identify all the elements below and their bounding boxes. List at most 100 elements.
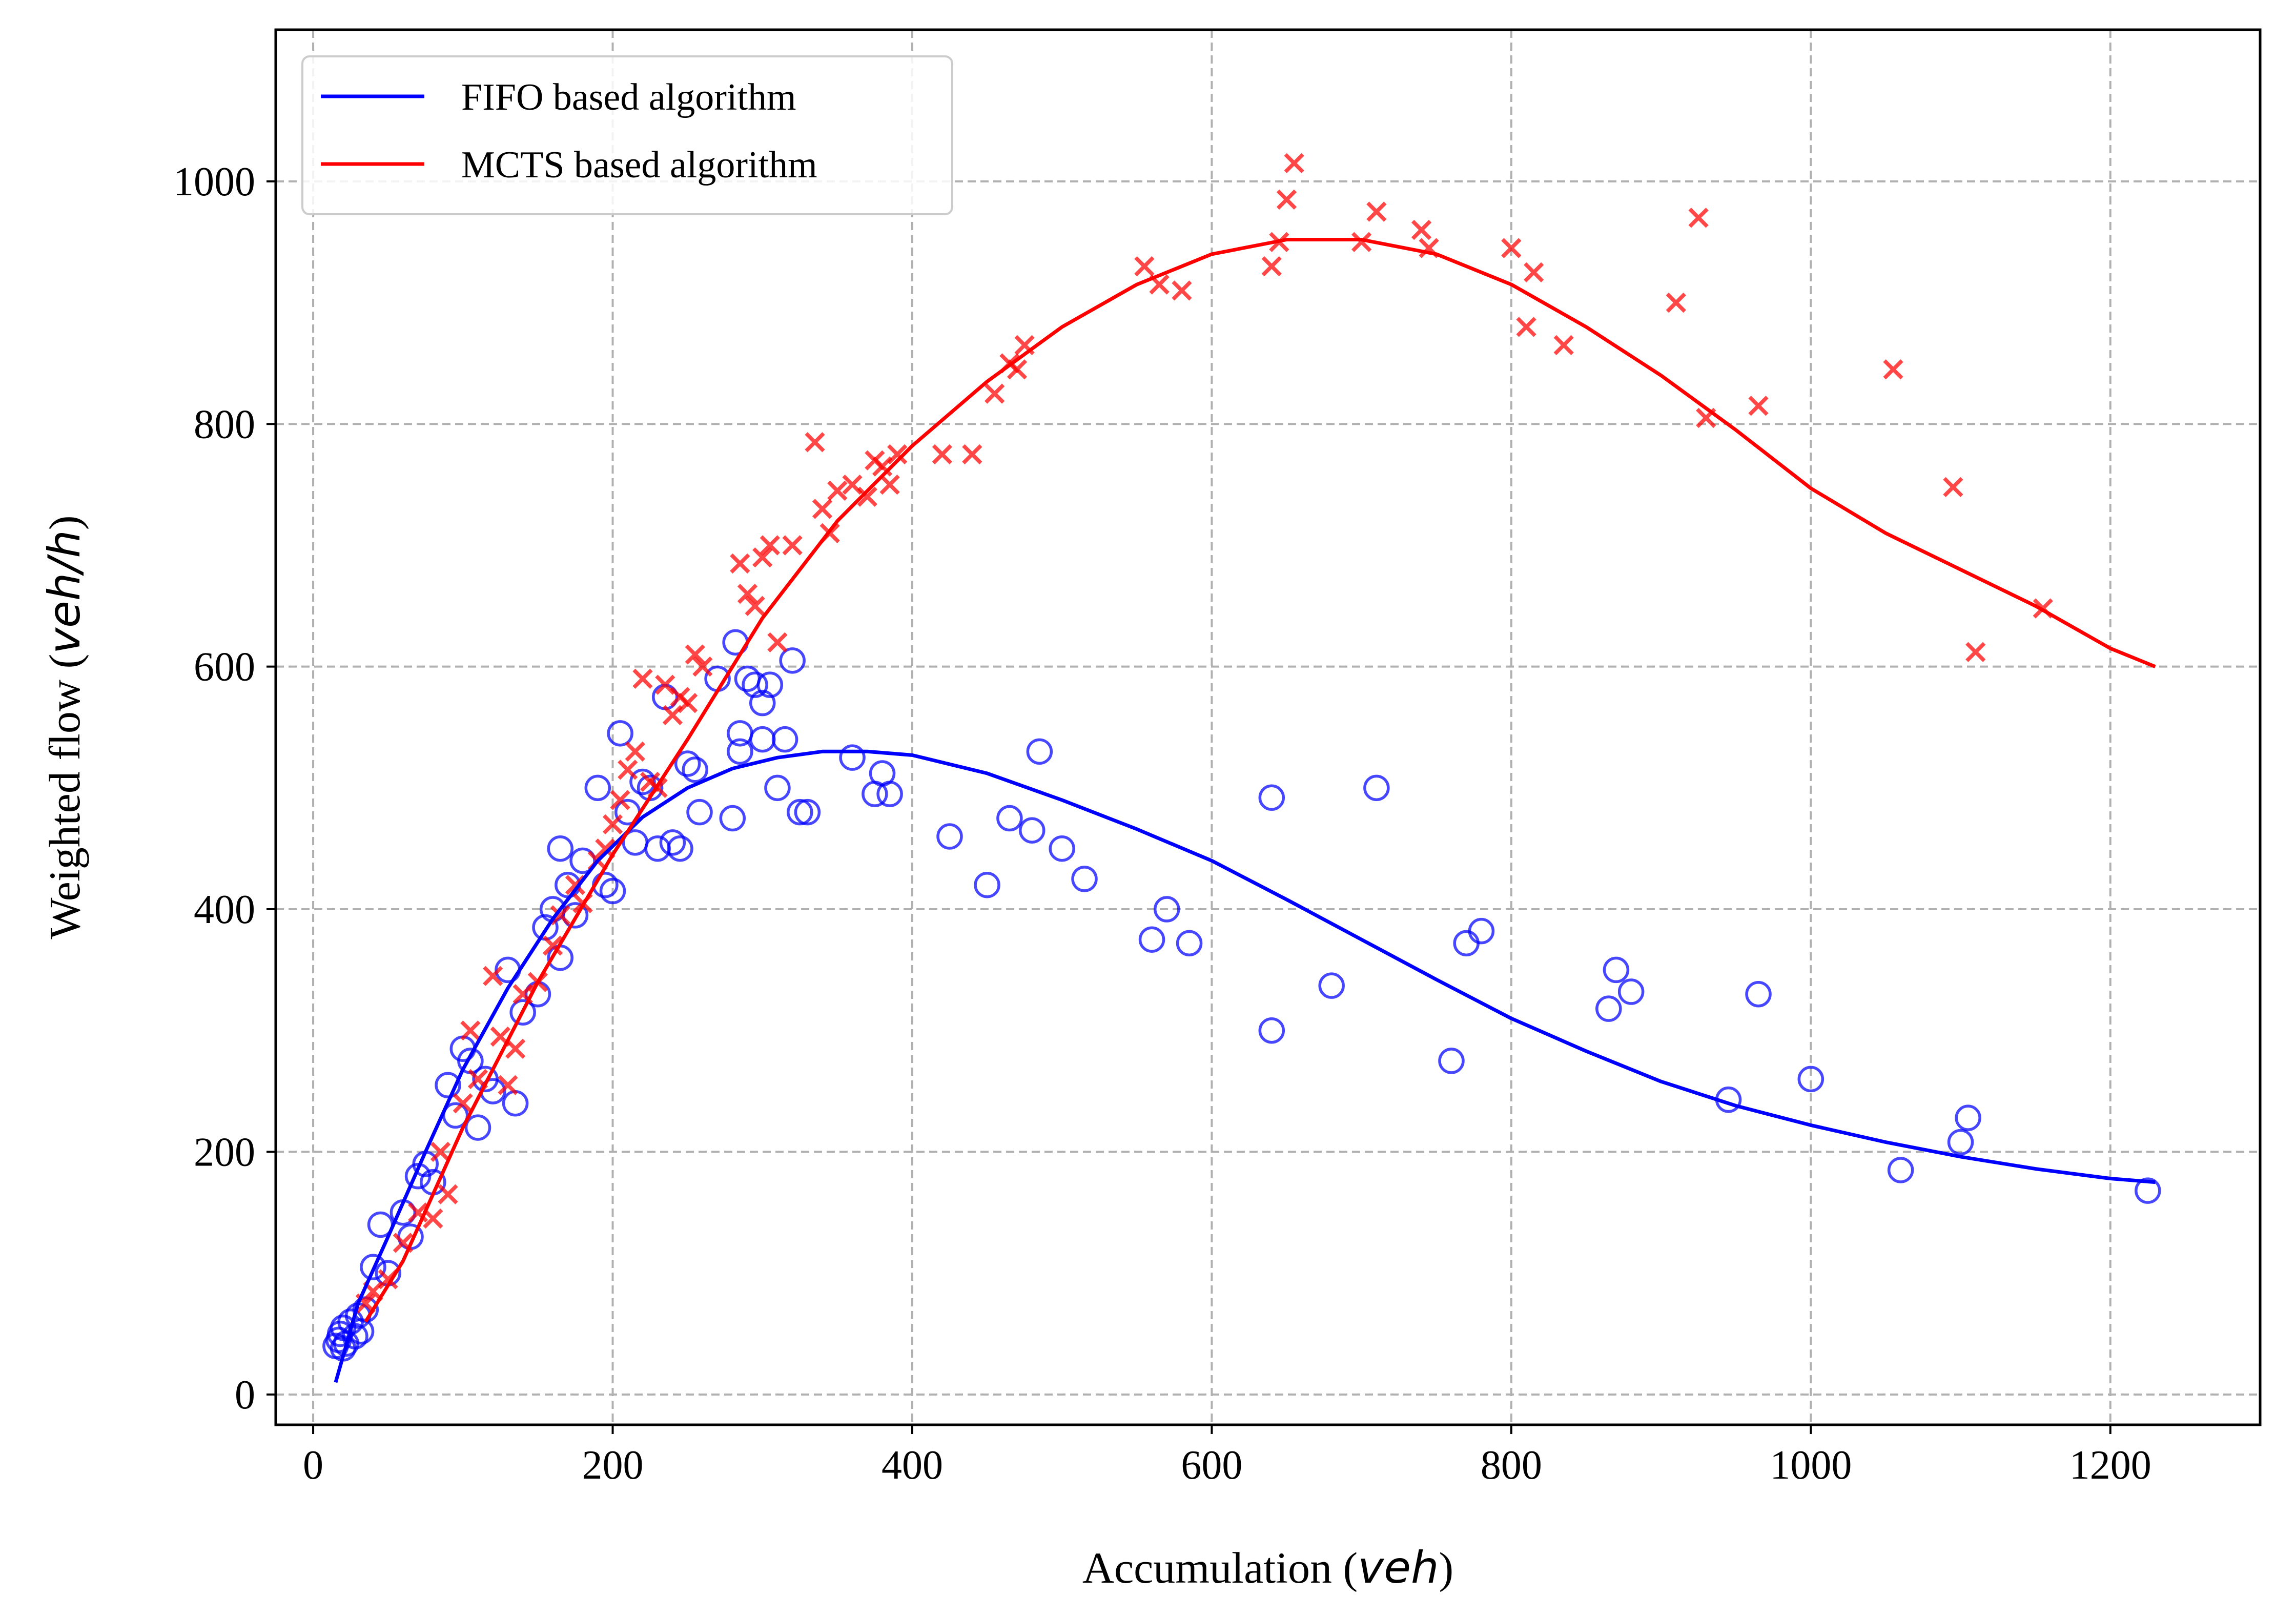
- mcts-point: [842, 474, 863, 495]
- mcts-point: [760, 535, 781, 556]
- fit-lines: [334, 238, 2156, 1383]
- fifo-point: [1947, 1129, 1974, 1156]
- mcts-point: [565, 875, 586, 895]
- mcts-point: [1688, 208, 1709, 228]
- y-tick-label: 0: [235, 1373, 255, 1418]
- fifo-point: [1049, 835, 1075, 862]
- mcts-point: [430, 1141, 451, 1162]
- plot-frame: [274, 28, 2262, 1426]
- mcts-point: [805, 432, 825, 453]
- fifo-point: [629, 768, 656, 795]
- y-tick-label: 400: [194, 887, 255, 932]
- mcts-point: [550, 905, 570, 926]
- fifo-point: [1603, 956, 1630, 984]
- fifo-point: [1071, 866, 1098, 892]
- fifo-point: [749, 689, 776, 717]
- x-tick-label: 1200: [2069, 1443, 2151, 1488]
- mcts-point: [737, 583, 758, 604]
- mcts-point: [962, 444, 982, 465]
- x-axis-label-text: Accumulation (: [1082, 1543, 1358, 1592]
- mcts-point: [677, 693, 698, 713]
- fifo-point: [787, 799, 813, 826]
- fifo-point: [1176, 930, 1203, 957]
- fifo-point: [1955, 1104, 1981, 1131]
- fifo-point: [794, 799, 821, 826]
- fifo-point: [1153, 896, 1180, 923]
- mcts-point: [618, 760, 638, 780]
- mcts-point: [662, 705, 683, 725]
- fifo-point: [839, 744, 866, 771]
- mcts-point: [1883, 359, 1903, 380]
- fifo-point: [1138, 926, 1165, 953]
- mcts-point: [1516, 317, 1536, 337]
- mcts-point: [1748, 396, 1769, 416]
- y-tick-label: 1000: [173, 159, 255, 204]
- mcts-point: [1351, 232, 1372, 252]
- fifo-point: [1026, 738, 1053, 765]
- mcts-scatter-points: [355, 153, 2053, 1314]
- mcts-point: [1284, 153, 1304, 174]
- fifo-point: [1363, 774, 1390, 802]
- x-tick-label: 800: [1481, 1443, 1542, 1488]
- fifo-point: [727, 738, 753, 765]
- fifo-point: [996, 805, 1023, 832]
- fifo-point: [742, 671, 768, 698]
- legend-fifo-label: FIFO based algorithm: [461, 76, 796, 118]
- mcts-point: [1261, 256, 1282, 277]
- mcts-point: [879, 474, 900, 495]
- mcts-fit-line: [364, 238, 2156, 1323]
- x-tick-label: 1000: [1770, 1443, 1852, 1488]
- fifo-point: [464, 1114, 491, 1141]
- y-axis-label: Weighted flow (veh/h): [39, 515, 90, 939]
- fifo-point: [435, 1072, 461, 1099]
- grid-lines: [276, 30, 2260, 1425]
- mcts-point: [1172, 280, 1192, 301]
- mcts-point: [752, 547, 773, 568]
- mcts-point: [453, 1093, 473, 1114]
- fifo-point: [1318, 972, 1345, 999]
- mcts-point: [782, 535, 803, 556]
- x-tick-label: 200: [582, 1443, 644, 1488]
- mcts-point: [1411, 219, 1432, 240]
- fifo-point: [659, 829, 686, 856]
- mcts-point: [483, 966, 503, 986]
- fifo-point: [876, 781, 903, 807]
- fifo-point: [2135, 1177, 2161, 1204]
- fifo-point: [779, 647, 806, 674]
- x-axis-label-unit: veh: [1358, 1542, 1439, 1593]
- mcts-point: [423, 1208, 443, 1229]
- x-tick-label: 600: [1181, 1443, 1242, 1488]
- mcts-point: [745, 596, 765, 616]
- fifo-point: [674, 750, 701, 777]
- fifo-fit-line: [334, 749, 2156, 1383]
- fifo-point: [936, 823, 963, 850]
- x-axis-label-close: ): [1439, 1543, 1454, 1592]
- fifo-point: [764, 774, 791, 802]
- mcts-point: [505, 1038, 526, 1059]
- fifo-point: [1887, 1157, 1914, 1183]
- fifo-point: [547, 835, 573, 862]
- fifo-point: [360, 1254, 386, 1281]
- fifo-point: [756, 671, 784, 698]
- fifo-point: [974, 871, 1000, 898]
- mcts-point: [1666, 292, 1686, 313]
- mcts-point: [602, 814, 623, 835]
- fifo-point: [1745, 980, 1772, 1008]
- mcts-point: [685, 644, 705, 665]
- fifo-point: [1468, 917, 1495, 945]
- mcts-point: [985, 383, 1005, 404]
- mcts-point: [542, 935, 563, 956]
- mcts-point: [1134, 256, 1155, 277]
- fifo-point: [569, 847, 596, 874]
- mcts-point: [887, 444, 908, 465]
- x-tick-label: 400: [881, 1443, 943, 1488]
- fifo-point: [1617, 978, 1645, 1005]
- mcts-point: [857, 486, 877, 507]
- y-axis-label-close: ): [40, 515, 89, 530]
- mcts-point: [655, 674, 675, 695]
- y-axis-label-unit: veh/h: [39, 530, 90, 654]
- y-axis-label-text: Weighted flow (: [40, 654, 89, 939]
- fifo-point: [771, 726, 798, 753]
- mcts-point: [1524, 262, 1544, 283]
